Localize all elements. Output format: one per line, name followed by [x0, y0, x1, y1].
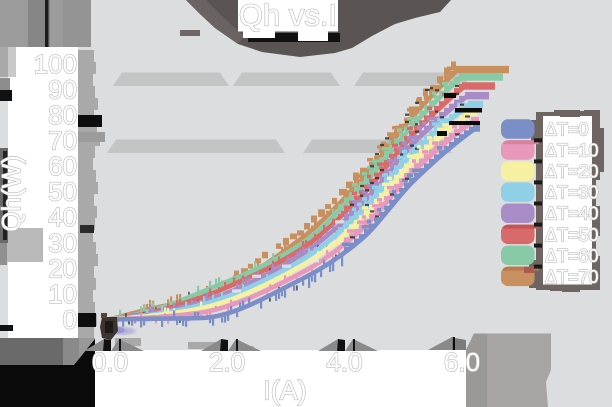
svg-text:Qh(W): Qh(W) — [0, 155, 26, 232]
svg-text:40: 40 — [48, 202, 77, 232]
svg-text:ΔT=50: ΔT=50 — [545, 225, 599, 245]
svg-text:0: 0 — [63, 304, 77, 334]
svg-text:70: 70 — [48, 126, 77, 156]
svg-text:ΔT=20: ΔT=20 — [545, 162, 599, 182]
svg-text:50: 50 — [48, 177, 77, 207]
svg-text:0.0: 0.0 — [92, 347, 128, 377]
svg-text:ΔT=70: ΔT=70 — [545, 267, 599, 287]
svg-text:20: 20 — [48, 253, 77, 283]
svg-text:ΔT=10: ΔT=10 — [545, 141, 599, 161]
svg-text:60: 60 — [48, 151, 77, 181]
svg-text:10: 10 — [48, 279, 77, 309]
svg-text:ΔT=0: ΔT=0 — [545, 120, 589, 140]
svg-text:I(A): I(A) — [263, 376, 307, 406]
svg-text:100: 100 — [34, 49, 77, 79]
svg-text:90: 90 — [48, 75, 77, 105]
svg-text:Qh vs.I: Qh vs.I — [239, 0, 337, 33]
svg-text:30: 30 — [48, 228, 77, 258]
svg-text:ΔT=30: ΔT=30 — [545, 183, 599, 203]
svg-text:80: 80 — [48, 100, 77, 130]
svg-text:ΔT=60: ΔT=60 — [545, 246, 599, 266]
svg-text:6.0: 6.0 — [444, 347, 480, 377]
svg-text:2.0: 2.0 — [209, 347, 245, 377]
svg-text:ΔT=40: ΔT=40 — [545, 204, 599, 224]
svg-text:4.0: 4.0 — [326, 347, 362, 377]
